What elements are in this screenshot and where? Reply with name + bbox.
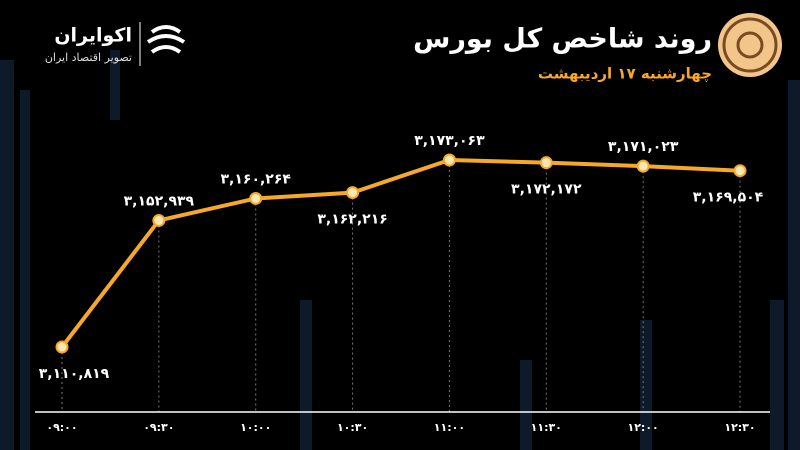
data-point bbox=[733, 164, 747, 178]
x-tick-label: ۱۰:۳۰ bbox=[337, 421, 368, 434]
brand-name: اکوایران bbox=[54, 25, 132, 47]
data-point bbox=[152, 213, 166, 227]
data-point bbox=[55, 340, 69, 354]
emblem bbox=[718, 13, 782, 77]
brand-logo bbox=[146, 25, 186, 54]
data-point bbox=[539, 156, 553, 170]
x-tick-label: ۱۰:۰۰ bbox=[240, 421, 271, 434]
x-tick-label: ۰۹:۰۰ bbox=[46, 421, 77, 434]
value-label: ۳,۱۱۰,۸۱۹ bbox=[39, 366, 110, 382]
x-tick-label: ۱۲:۳۰ bbox=[724, 421, 755, 434]
data-point bbox=[249, 191, 263, 205]
brand-tagline: تصویر اقتصاد ایران bbox=[45, 51, 132, 64]
series-line bbox=[60, 158, 741, 349]
value-label: ۳,۱۵۲,۹۳۹ bbox=[124, 193, 195, 209]
value-label: ۳,۱۷۱,۰۲۳ bbox=[608, 139, 679, 155]
x-tick-label: ۱۱:۳۰ bbox=[531, 421, 562, 434]
data-point bbox=[346, 186, 360, 200]
data-point bbox=[636, 159, 650, 173]
chart-subtitle: چهارشنبه ۱۷ اردیبهشت bbox=[538, 65, 712, 84]
value-label: ۳,۱۶۲,۲۱۶ bbox=[317, 212, 387, 228]
x-tick-label: ۰۹:۳۰ bbox=[143, 421, 174, 434]
background-decoration bbox=[0, 50, 800, 450]
x-tick-label: ۱۲:۰۰ bbox=[628, 421, 659, 434]
data-point bbox=[442, 153, 456, 167]
value-label: ۳,۱۶۰,۲۶۴ bbox=[220, 171, 291, 187]
chart-title: روند شاخص کل بورس bbox=[413, 24, 712, 55]
value-label: ۳,۱۷۲,۱۷۲ bbox=[511, 182, 582, 198]
value-label: ۳,۱۷۳,۰۶۳ bbox=[414, 133, 485, 149]
x-tick-label: ۱۱:۰۰ bbox=[434, 421, 465, 434]
value-label: ۳,۱۶۹,۵۰۴ bbox=[693, 190, 764, 206]
